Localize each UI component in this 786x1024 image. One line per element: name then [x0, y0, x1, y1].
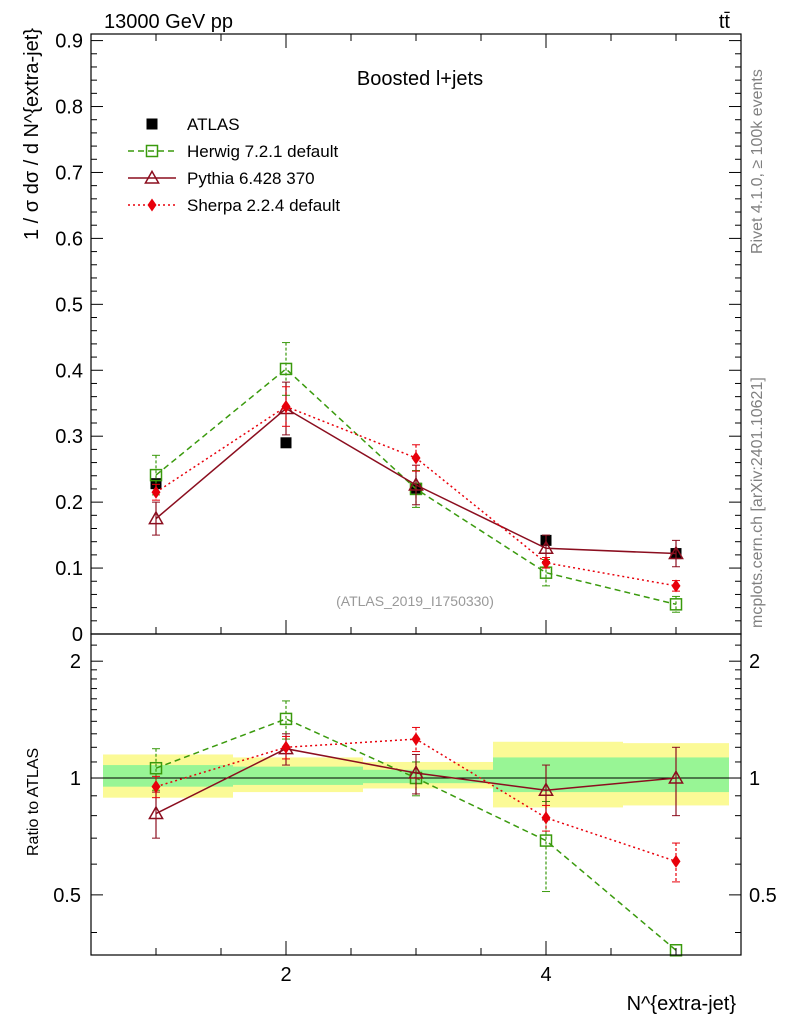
data-point [411, 732, 421, 746]
rivet-label: Rivet 4.1.0, ≥ 100k events [749, 69, 766, 254]
process-label: tt̄ [719, 11, 731, 33]
data-point [281, 740, 291, 754]
ratio-tick-label-right: 2 [749, 651, 760, 673]
legend-item: Herwig 7.2.1 default [128, 142, 338, 161]
legend-marker [145, 144, 159, 158]
data-point [151, 780, 161, 794]
x-tick-label: 4 [540, 964, 551, 986]
series-ratio-2 [151, 726, 681, 883]
data-point [671, 854, 681, 868]
data-point [279, 712, 293, 726]
data-point [668, 545, 684, 560]
y-tick-label: 0.1 [55, 558, 83, 580]
data-point [669, 944, 683, 957]
data-point [408, 764, 424, 779]
legend-item: Pythia 6.428 370 [128, 169, 315, 188]
y-tick-label: 0.2 [55, 492, 83, 514]
data-point [669, 598, 683, 611]
data-point [408, 476, 424, 491]
mcplots-label: mcplots.cern.ch [arXiv:2401.10621] [749, 377, 766, 628]
ratio-tick-label: 0.5 [53, 885, 81, 907]
ratio-band-inner [103, 765, 233, 787]
data-point [148, 510, 164, 525]
data-point [281, 400, 291, 414]
legend-item: Sherpa 2.2.4 default [128, 196, 340, 215]
data-point [541, 811, 551, 825]
y-tick-label: 0.4 [55, 360, 83, 382]
y-tick-label: 0.7 [55, 162, 83, 184]
ratio-band-inner [233, 766, 363, 785]
data-point [668, 769, 684, 784]
ratio-band-inner [363, 769, 493, 784]
data-point [539, 834, 553, 847]
legend-marker [147, 198, 157, 212]
legend-item: ATLAS [146, 115, 240, 134]
watermark: (ATLAS_2019_I1750330) [336, 593, 494, 609]
legend-marker [144, 169, 160, 184]
y-tick-label: 0.8 [55, 97, 83, 119]
data-point [151, 485, 161, 499]
series-main-3 [151, 386, 681, 593]
data-point [671, 579, 681, 593]
legend-label: Pythia 6.428 370 [187, 169, 315, 188]
legend-marker [146, 118, 158, 130]
y-tick-label: 0.6 [55, 228, 83, 250]
legend-label: ATLAS [187, 115, 240, 134]
data-point [538, 540, 554, 554]
y-tick-label: 0.5 [55, 294, 83, 316]
data-point [150, 478, 162, 490]
axes-layer: 0 0.1 0.2 0.3 0.4 0.5 0.6 0.7 0.8 0.9 0.5 0.5 1 1 2 2 2 4 [53, 31, 777, 986]
y-tick-label: 0.3 [55, 426, 83, 448]
ratio-band-inner [493, 757, 623, 793]
x-axis-label: N^{extra-jet} [627, 993, 737, 1015]
legend: ATLAS Herwig 7.2.1 default Pythia 6.428 37… [128, 115, 340, 215]
ratio-tick-label: 1 [70, 768, 81, 790]
data-point [541, 556, 551, 570]
ratio-tick-label-right: 0.5 [749, 885, 777, 907]
x-tick-label: 2 [280, 964, 291, 986]
y-axis-label-ratio: Ratio to ATLAS [25, 748, 42, 856]
series-layer [148, 342, 684, 957]
y-tick-label: 0.9 [55, 31, 83, 53]
y-tick-label: 0 [72, 624, 83, 646]
legend-label: Sherpa 2.2.4 default [187, 196, 340, 215]
ratio-tick-label-right: 1 [749, 768, 760, 790]
energy-label: 13000 GeV pp [104, 11, 233, 33]
series-main-2 [148, 381, 684, 568]
legend-label: Herwig 7.2.1 default [187, 142, 338, 161]
data-point [280, 437, 292, 449]
data-point [279, 362, 293, 376]
chart-title: Boosted l+jets [357, 68, 483, 90]
data-point [148, 805, 164, 820]
data-point [411, 451, 421, 465]
data-point [149, 761, 163, 775]
y-axis-label-main: 1 / σ dσ / d N^{extra-jet} [21, 28, 43, 240]
data-point [538, 782, 554, 796]
ratio-tick-label: 2 [70, 651, 81, 673]
data-point [149, 468, 163, 482]
